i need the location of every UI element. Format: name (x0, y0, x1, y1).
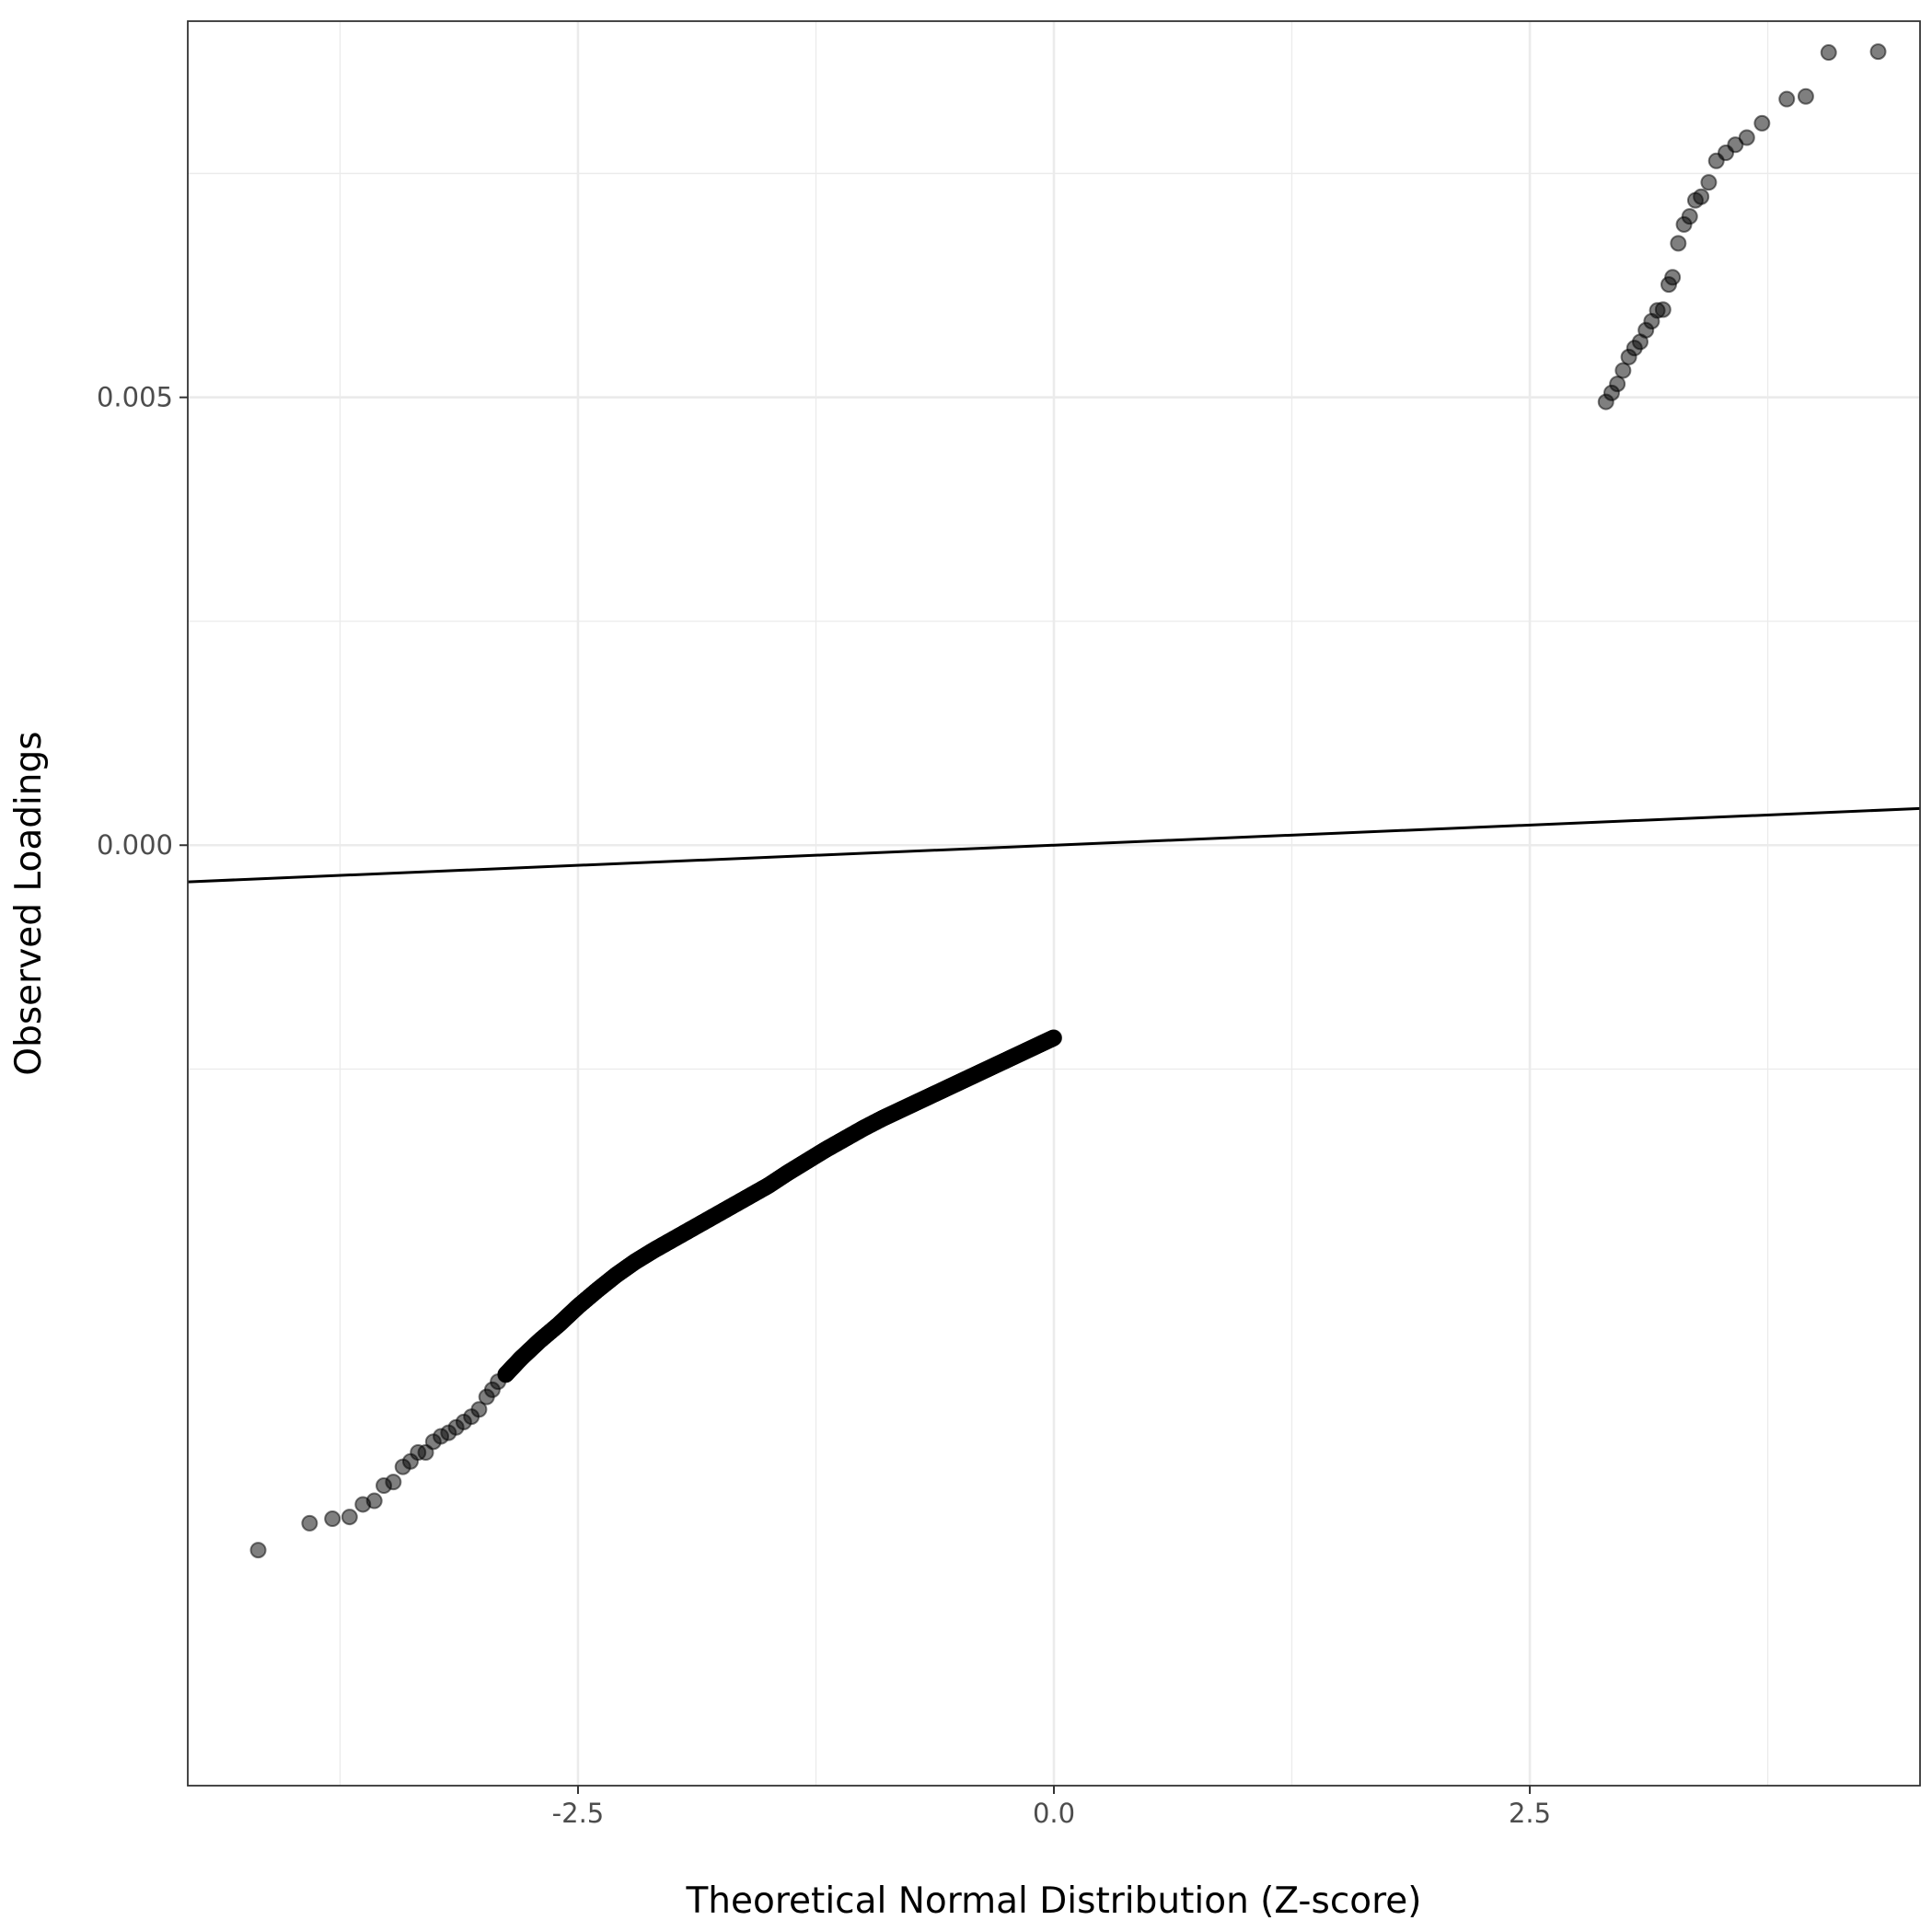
data-point (1664, 269, 1682, 286)
data-point (1614, 362, 1632, 379)
data-points (249, 43, 1887, 1559)
x-tick-label: 2.5 (1509, 1798, 1551, 1829)
data-point (1820, 44, 1837, 62)
data-point (324, 1510, 341, 1528)
data-point (1778, 90, 1796, 108)
data-point (1670, 235, 1687, 252)
y-tick-label: 0.000 (97, 829, 173, 861)
data-point (341, 1509, 358, 1526)
data-point (1046, 1029, 1062, 1047)
major-gridlines (188, 21, 1920, 1786)
reference-line (188, 806, 1920, 884)
data-point (1753, 114, 1771, 132)
x-axis-ticks: -2.5 0.0 2.5 (552, 1786, 1551, 1829)
data-point (1738, 129, 1755, 146)
data-point (1700, 174, 1718, 191)
data-point (1609, 376, 1626, 393)
data-point (1797, 87, 1814, 105)
x-axis-title: Theoretical Normal Distribution (Z-score… (685, 1880, 1421, 1922)
data-point (497, 1366, 515, 1383)
data-point (249, 1542, 267, 1559)
data-point (1681, 208, 1698, 226)
data-point (365, 1492, 383, 1510)
y-tick-label: 0.005 (97, 382, 173, 413)
y-axis-title: Observed Loadings (8, 731, 50, 1075)
data-point (1693, 188, 1710, 205)
data-point (385, 1474, 402, 1491)
data-point (470, 1401, 488, 1418)
data-point (301, 1514, 318, 1532)
x-tick-label: 0.0 (1033, 1798, 1075, 1829)
data-point (1654, 301, 1672, 318)
x-tick-label: -2.5 (552, 1798, 605, 1829)
y-axis-ticks: 0.000 0.005 (97, 382, 188, 861)
data-point (1869, 43, 1887, 61)
reference-line-segment (188, 806, 1920, 884)
